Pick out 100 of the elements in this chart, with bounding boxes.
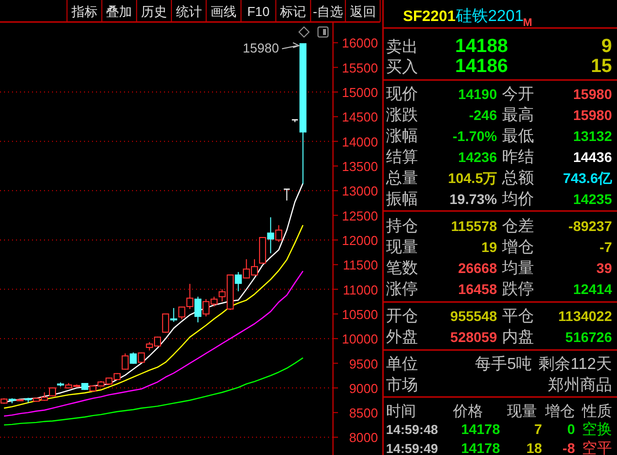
line-series — [3, 357, 304, 426]
text: 最低 — [502, 128, 534, 145]
text: 画线 — [210, 4, 237, 19]
text: 115578 — [451, 218, 498, 234]
text: 现价 — [386, 86, 418, 103]
text: 0 — [567, 421, 576, 437]
text: 1134022 — [558, 308, 612, 324]
text: 528059 — [450, 329, 498, 345]
candlestick — [267, 216, 274, 254]
text: 总量 — [385, 169, 418, 187]
text: 空平 — [582, 440, 612, 455]
candlestick — [122, 352, 129, 370]
text: 9 — [601, 36, 612, 57]
text: 均量 — [501, 260, 534, 277]
text: 14:59:49 — [386, 441, 438, 455]
text: 12414 — [573, 281, 612, 297]
text: 516726 — [565, 329, 612, 345]
text: 955548 — [450, 308, 498, 324]
text: 振幅 — [386, 191, 418, 208]
text: 7 — [534, 421, 542, 437]
text: 郑州商品 — [548, 376, 612, 394]
text: 外盘 — [386, 329, 418, 346]
text: 26668 — [458, 260, 498, 276]
text: 14190 — [458, 86, 498, 102]
candlestick — [275, 224, 282, 242]
candlestick — [162, 313, 170, 334]
text: 价格 — [452, 403, 483, 420]
line-series — [3, 270, 304, 417]
text: 仓差 — [502, 217, 534, 235]
text: 剩余112天 — [538, 356, 612, 373]
text: 104.5万 — [448, 170, 497, 186]
text: 硅铁2201 — [455, 7, 524, 25]
annotation: 15980 — [242, 40, 279, 56]
y-tick-label: 16000 — [342, 36, 378, 51]
text: 卖出 — [386, 38, 418, 56]
text: 涨跌 — [386, 106, 418, 124]
text: 18 — [526, 440, 542, 455]
y-tick-label: 12000 — [342, 232, 378, 248]
text: 时间 — [386, 403, 416, 420]
candlestick — [234, 272, 242, 292]
text: 返回 — [350, 4, 376, 19]
candlestick — [283, 188, 290, 202]
text: 19 — [481, 239, 498, 255]
text: 指标 — [70, 4, 98, 19]
text: 持仓 — [386, 217, 418, 235]
y-tick-label: 11500 — [342, 258, 378, 273]
y-tick-label: 10500 — [342, 306, 378, 322]
text: 14186 — [455, 56, 508, 77]
text: 平仓 — [502, 308, 534, 325]
text: 39 — [596, 260, 612, 276]
y-tick-label: 10000 — [342, 332, 378, 347]
text: 最高 — [502, 106, 534, 124]
y-tick-label: 15000 — [342, 85, 378, 100]
text: 743.6亿 — [562, 170, 613, 186]
text: 14:59:48 — [386, 422, 438, 437]
text: 现量 — [386, 239, 418, 256]
text: 14188 — [455, 36, 508, 57]
text: 笔数 — [386, 260, 418, 277]
text: -1.70% — [452, 128, 498, 144]
text: 结算 — [386, 148, 418, 166]
text: 叠加 — [106, 4, 132, 19]
y-tick-label: 8000 — [349, 430, 378, 446]
y-tick-label: 13500 — [342, 159, 378, 174]
text: 昨结 — [502, 148, 534, 166]
text: 15 — [590, 56, 612, 77]
candlestick — [170, 308, 178, 322]
text: 19.73% — [450, 191, 498, 207]
text: 13132 — [573, 128, 612, 144]
text: 每手5吨 — [475, 355, 532, 373]
y-tick-label: 9000 — [349, 380, 378, 396]
text: SF2201 — [403, 8, 456, 25]
text: 15980 — [573, 86, 612, 102]
text: 总额 — [501, 169, 534, 187]
text: 增仓 — [501, 239, 534, 256]
text: 涨幅 — [386, 127, 418, 145]
text: 单位 — [386, 355, 418, 373]
text: -246 — [468, 107, 498, 123]
y-tick-label: 13000 — [342, 184, 378, 199]
y-tick-label: 14000 — [342, 134, 378, 150]
text: 14436 — [573, 149, 612, 165]
candlestick — [130, 352, 137, 364]
text: -89237 — [568, 218, 612, 234]
text: F10 — [247, 4, 270, 19]
text: -自选 — [312, 4, 344, 19]
text: 现量 — [507, 403, 537, 420]
y-tick-label: 9500 — [349, 356, 378, 372]
text: 16458 — [458, 281, 498, 297]
text: 空换 — [582, 421, 612, 438]
y-tick-label: 8500 — [349, 406, 378, 421]
y-tick-label: 15500 — [342, 60, 378, 76]
text: 14178 — [461, 440, 500, 455]
text: 14236 — [458, 149, 498, 165]
text: 统计 — [176, 4, 202, 19]
text: 跌停 — [502, 281, 534, 298]
y-tick-label: 12500 — [342, 208, 378, 224]
text: -8 — [562, 440, 576, 455]
text: 市场 — [386, 376, 418, 394]
text: 买入 — [386, 58, 418, 76]
text: 历史 — [141, 4, 167, 19]
text: 14235 — [573, 191, 612, 207]
